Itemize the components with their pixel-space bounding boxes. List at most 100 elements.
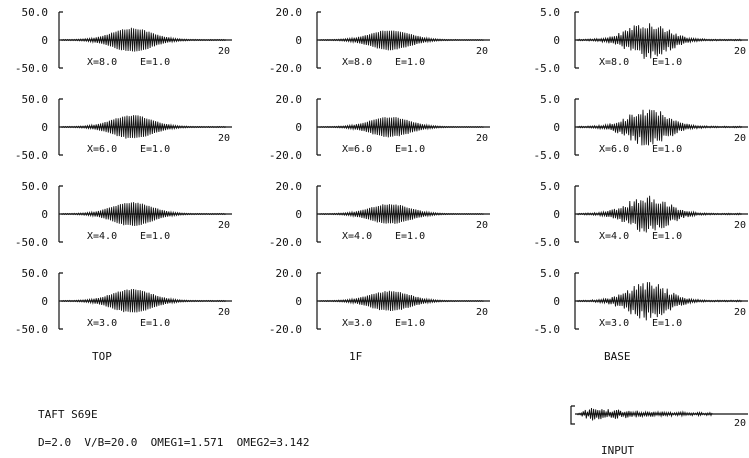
panel-axis xyxy=(58,185,232,243)
response-waveform xyxy=(576,23,743,59)
x-end-label: 20 xyxy=(218,133,230,144)
panel: 5.0 0 -5.0 20 X=3.0 E=1.0 xyxy=(534,267,748,336)
x-end-label: 20 xyxy=(476,133,488,144)
y-tick-label: -5.0 xyxy=(534,149,561,162)
panel-axis xyxy=(316,11,490,69)
x-end-label: 20 xyxy=(734,46,746,57)
y-tick-label: 5.0 xyxy=(540,180,560,193)
panel: 5.0 0 -5.0 20 X=8.0 E=1.0 xyxy=(534,6,748,75)
y-tick-label: 0 xyxy=(295,295,302,308)
y-tick-label: -5.0 xyxy=(534,323,561,336)
y-tick-label: -50.0 xyxy=(15,323,48,336)
panel-grid: 50.0 0 -50.0 20 X=8.0 E=1.0 50.0 0 -50.0 20 X=6.0 E… xyxy=(15,6,748,336)
panel-e-label: E=1.0 xyxy=(140,57,170,68)
panel-axis xyxy=(58,98,232,156)
panel-e-label: E=1.0 xyxy=(652,57,682,68)
panel-axis xyxy=(58,272,232,330)
response-waveform xyxy=(318,117,485,138)
input-waveform xyxy=(576,408,713,421)
panel-x-label: X=4.0 xyxy=(599,231,629,242)
panel-x-label: X=4.0 xyxy=(87,231,117,242)
panel-x-label: X=3.0 xyxy=(599,318,629,329)
panel-x-label: X=6.0 xyxy=(599,144,629,155)
panel-axis xyxy=(574,272,748,330)
column-label-1f: 1F xyxy=(349,350,362,363)
response-waveform xyxy=(576,195,743,233)
y-tick-label: 0 xyxy=(41,34,48,47)
x-end-label: 20 xyxy=(734,220,746,231)
y-tick-label: -20.0 xyxy=(269,323,302,336)
y-tick-label: 0 xyxy=(553,208,560,221)
y-tick-label: 20.0 xyxy=(276,267,303,280)
panel: 20.0 0 -20.0 20 X=6.0 E=1.0 xyxy=(269,93,490,162)
y-tick-label: 5.0 xyxy=(540,6,560,19)
response-waveform xyxy=(576,109,743,146)
y-tick-label: 5.0 xyxy=(540,93,560,106)
y-tick-label: 20.0 xyxy=(276,6,303,19)
y-tick-label: 0 xyxy=(295,121,302,134)
panel-x-label: X=6.0 xyxy=(87,144,117,155)
panel-x-label: X=3.0 xyxy=(342,318,372,329)
response-waveform xyxy=(576,282,743,321)
y-tick-label: -5.0 xyxy=(534,62,561,75)
x-end-label: 20 xyxy=(218,220,230,231)
panel-x-label: X=8.0 xyxy=(599,57,629,68)
y-tick-label: 0 xyxy=(41,208,48,221)
x-end-label: 20 xyxy=(734,133,746,144)
x-end-label: 20 xyxy=(734,307,746,318)
panel-axis xyxy=(58,11,232,69)
panel-e-label: E=1.0 xyxy=(652,231,682,242)
y-tick-label: 0 xyxy=(553,295,560,308)
y-tick-label: -50.0 xyxy=(15,236,48,249)
panel-e-label: E=1.0 xyxy=(140,231,170,242)
panel-axis xyxy=(316,98,490,156)
panel-x-label: X=8.0 xyxy=(342,57,372,68)
panel: 50.0 0 -50.0 20 X=6.0 E=1.0 xyxy=(15,93,232,162)
response-waveform xyxy=(60,288,227,313)
panel: 20.0 0 -20.0 20 X=8.0 E=1.0 xyxy=(269,6,490,75)
panel-e-label: E=1.0 xyxy=(395,57,425,68)
panel-axis xyxy=(316,272,490,330)
y-tick-label: -20.0 xyxy=(269,236,302,249)
response-waveform xyxy=(60,27,227,52)
y-tick-label: 50.0 xyxy=(22,180,49,193)
y-tick-label: -20.0 xyxy=(269,149,302,162)
response-waveform xyxy=(60,115,227,139)
x-end-label: 20 xyxy=(476,307,488,318)
y-tick-label: 50.0 xyxy=(22,267,49,280)
y-tick-label: 50.0 xyxy=(22,6,49,19)
panel-axis xyxy=(574,98,748,156)
y-tick-label: -50.0 xyxy=(15,62,48,75)
panel-e-label: E=1.0 xyxy=(140,144,170,155)
panel-x-label: X=8.0 xyxy=(87,57,117,68)
parameter-line: D=2.0 V/B=20.0 OMEG1=1.571 OMEG2=3.142 xyxy=(38,436,310,449)
column-label-base: BASE xyxy=(604,350,631,363)
y-tick-label: 0 xyxy=(41,121,48,134)
panel-x-label: X=4.0 xyxy=(342,231,372,242)
panel-e-label: E=1.0 xyxy=(140,318,170,329)
input-x-end-label: 20 xyxy=(734,418,746,429)
y-tick-label: 0 xyxy=(295,34,302,47)
panel-e-label: E=1.0 xyxy=(652,144,682,155)
y-tick-label: 50.0 xyxy=(22,93,49,106)
response-waveform xyxy=(318,290,485,312)
panel-axis xyxy=(316,185,490,243)
panel: 5.0 0 -5.0 20 X=4.0 E=1.0 xyxy=(534,180,748,249)
panel: 5.0 0 -5.0 20 X=6.0 E=1.0 xyxy=(534,93,748,162)
y-tick-label: 0 xyxy=(295,208,302,221)
panel: 50.0 0 -50.0 20 X=8.0 E=1.0 xyxy=(15,6,232,75)
panel-e-label: E=1.0 xyxy=(652,318,682,329)
panel: 50.0 0 -50.0 20 X=4.0 E=1.0 xyxy=(15,180,232,249)
panel: 20.0 0 -20.0 20 X=3.0 E=1.0 xyxy=(269,267,490,336)
y-tick-label: 20.0 xyxy=(276,180,303,193)
response-waveform xyxy=(60,202,227,227)
record-title: TAFT S69E xyxy=(38,408,98,421)
panel-x-label: X=3.0 xyxy=(87,318,117,329)
x-end-label: 20 xyxy=(218,46,230,57)
panel-x-label: X=6.0 xyxy=(342,144,372,155)
x-end-label: 20 xyxy=(218,307,230,318)
panel-axis xyxy=(574,185,748,243)
y-tick-label: -5.0 xyxy=(534,236,561,249)
panel-axis xyxy=(574,11,748,69)
